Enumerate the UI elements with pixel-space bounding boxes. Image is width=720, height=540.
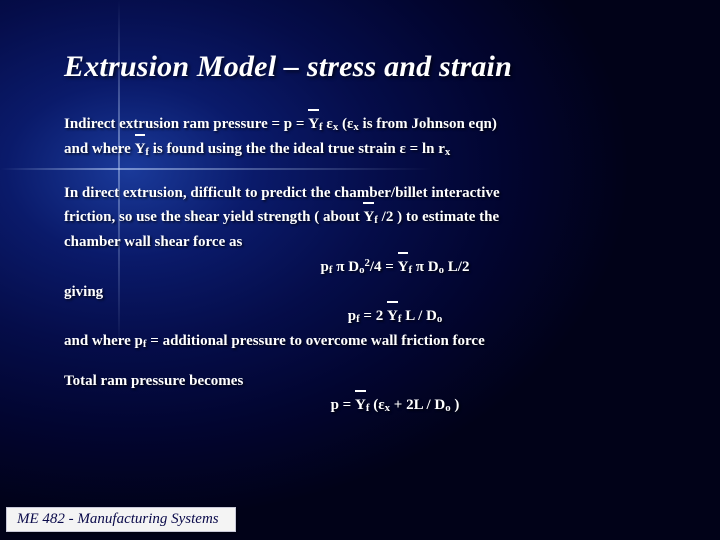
ybar-icon: Y	[135, 139, 146, 159]
ybar-icon: Y	[355, 395, 366, 415]
ybar-icon: Y	[387, 306, 398, 326]
equation-1: pf π Do2/4 = Yf π Do L/2	[124, 256, 666, 278]
line-indirect-1: Indirect extrusion ram pressure = p = Yf…	[64, 114, 666, 135]
text: + 2L / D	[390, 397, 445, 413]
text: p	[321, 259, 329, 275]
y: Y	[398, 259, 409, 275]
line-giving: giving	[64, 282, 666, 302]
text: = ln r	[406, 141, 445, 157]
line-indirect-2: and where Yf is found using the the idea…	[64, 139, 666, 160]
equation-2: pf = 2 Yf L / Do	[124, 306, 666, 327]
text: Indirect extrusion ram pressure = p =	[64, 116, 308, 132]
text: and where	[64, 141, 135, 157]
text: (	[369, 397, 378, 413]
text: = 2	[360, 308, 387, 324]
text: is from Johnson eqn)	[359, 116, 497, 132]
text: and where p	[64, 333, 143, 349]
text: is found using the the ideal true strain	[149, 141, 399, 157]
sub: x	[445, 146, 450, 158]
text: π D	[412, 259, 439, 275]
slide-body: Extrusion Model – stress and strain Indi…	[0, 0, 720, 540]
text: (	[338, 116, 347, 132]
text: L/2	[444, 259, 469, 275]
y: Y	[135, 141, 146, 157]
line-where-pf: and where pf = additional pressure to ov…	[64, 331, 666, 352]
y: Y	[363, 209, 374, 225]
footer-label: ME 482 - Manufacturing Systems	[6, 507, 236, 532]
line-total: Total ram pressure becomes	[64, 371, 666, 391]
y: Y	[387, 308, 398, 324]
text: p	[348, 308, 356, 324]
line-direct-1: In direct extrusion, difficult to predic…	[64, 183, 666, 203]
slide-title: Extrusion Model – stress and strain	[64, 50, 666, 84]
ybar-icon: Y	[398, 257, 409, 277]
line-direct-2: friction, so use the shear yield strengt…	[64, 207, 666, 228]
text: )	[451, 397, 460, 413]
equation-3: p = Yf (εx + 2L / Do )	[124, 395, 666, 416]
y: Y	[308, 116, 319, 132]
sub: o	[437, 313, 442, 325]
text: L / D	[401, 308, 436, 324]
ybar-icon: Y	[363, 207, 374, 227]
ybar-icon: Y	[308, 114, 319, 134]
text: p =	[331, 397, 355, 413]
text: /4 =	[370, 259, 398, 275]
line-direct-3: chamber wall shear force as	[64, 232, 666, 252]
text: friction, so use the shear yield strengt…	[64, 209, 363, 225]
y: Y	[355, 397, 366, 413]
text: = additional pressure to overcome wall f…	[147, 333, 485, 349]
text: /2 ) to estimate the	[378, 209, 499, 225]
text: π D	[333, 259, 360, 275]
